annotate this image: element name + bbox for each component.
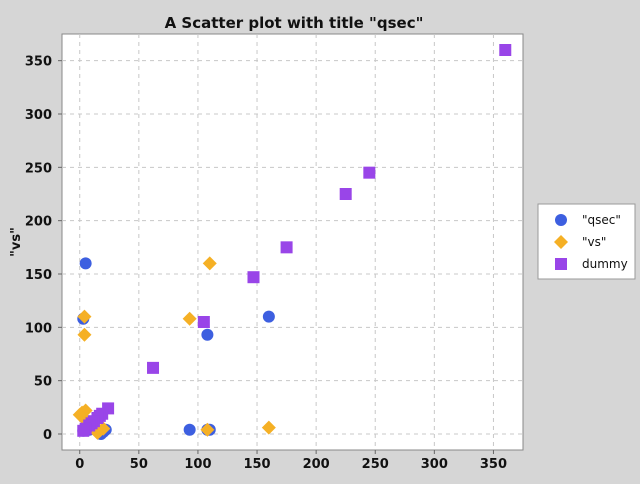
y-tick-label: 250 [25, 161, 52, 176]
y-axis-label: "vs" [9, 227, 24, 257]
data-point [182, 311, 197, 326]
legend-marker-square [555, 258, 567, 270]
legend-label: "vs" [582, 235, 606, 249]
data-point [197, 316, 210, 328]
data-point [147, 361, 160, 374]
data-point [247, 271, 260, 284]
x-tick-label: 0 [75, 457, 84, 472]
data-point [201, 328, 214, 341]
x-tick-label: 300 [421, 457, 448, 472]
y-tick-label: 350 [25, 55, 52, 70]
x-tick-label: 350 [480, 457, 507, 472]
data-point [77, 309, 92, 324]
y-tick-label: 50 [34, 375, 52, 390]
data-point [77, 327, 92, 342]
axis-ticks: 0 50 100 150 200 250 300 350 0 50 100 150 200 250 300 3… [25, 55, 507, 472]
x-tick-label: 100 [184, 457, 211, 472]
x-tick-label: 150 [243, 457, 270, 472]
legend-marker-circle [555, 214, 567, 226]
legend-label: "qsec" [582, 213, 621, 227]
data-point [262, 310, 275, 323]
y-tick-label: 100 [25, 321, 52, 336]
legend-marker-diamond [554, 235, 568, 249]
data-point [280, 241, 293, 254]
x-tick-label: 250 [362, 457, 389, 472]
x-tick-label: 50 [130, 457, 148, 472]
data-point [261, 420, 276, 435]
chart-title: A Scatter plot with title "qsec" [165, 14, 424, 32]
data-point [339, 188, 352, 200]
legend-box [537, 203, 636, 280]
grid-lines [62, 34, 523, 450]
legend-label: dummy [582, 257, 628, 271]
data-point [183, 423, 196, 436]
data-point [79, 257, 92, 270]
legend: "qsec" "vs" dummy [537, 203, 636, 280]
y-tick-label: 0 [43, 428, 52, 443]
data-point [77, 424, 90, 437]
data-point [202, 256, 217, 271]
y-tick-label: 150 [25, 268, 52, 283]
data-point [499, 44, 512, 56]
y-tick-label: 200 [25, 215, 52, 230]
data-point [363, 166, 376, 179]
data-point [200, 422, 215, 437]
x-tick-label: 200 [303, 457, 330, 472]
series-square [77, 44, 512, 437]
data-points [72, 44, 512, 440]
y-tick-label: 300 [25, 108, 52, 123]
